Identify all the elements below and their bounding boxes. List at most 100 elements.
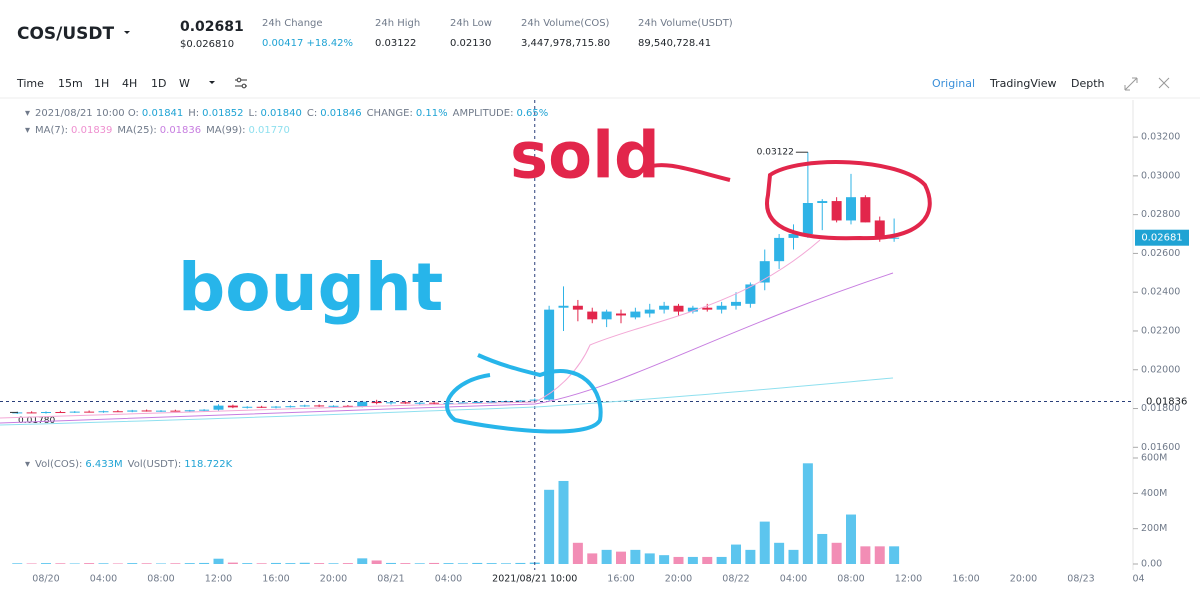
legend-value: 6.433M (85, 459, 122, 470)
volume-bar (687, 556, 698, 564)
candle-body (357, 401, 368, 407)
interval[interactable]: W (179, 77, 190, 90)
candle-body (242, 406, 253, 408)
volume-bar (501, 563, 511, 564)
views: Original TradingView Depth (932, 77, 1105, 90)
volume-bar (874, 546, 885, 564)
legend-value: 0.01840 (260, 108, 301, 119)
candle-body (386, 402, 396, 404)
time-label: 20:00 (665, 574, 692, 585)
more-caret[interactable] (209, 81, 215, 84)
pair[interactable]: COS/USDT (17, 24, 115, 44)
volume-bar (386, 562, 396, 564)
legend-label: MA(25): (117, 125, 156, 136)
candle-body (860, 197, 871, 223)
ohlc-legend: ▾ 2021/08/21 10:00 O: 0.01841 H: 0.01852 L: 0.… (25, 108, 548, 119)
legend-value: 0.01852 (202, 108, 243, 119)
candle-body (486, 401, 497, 403)
volume-bar (41, 563, 51, 564)
volume-bar (860, 546, 871, 564)
price-tick-label: 0.03000 (1141, 170, 1180, 181)
time-label: 08:00 (837, 574, 864, 585)
candle-body (141, 410, 152, 412)
time-label: 08/21 (377, 574, 404, 585)
stat-value: 89,540,728.41 (638, 38, 711, 49)
candle-body (156, 410, 166, 412)
volume-bar (227, 562, 238, 564)
candle-body (400, 402, 411, 404)
price-tick-label: 0.02800 (1141, 209, 1180, 220)
stat-value: 0.02130 (450, 38, 491, 49)
price-tick-label: 0.03200 (1141, 132, 1180, 143)
sold-squiggle (644, 163, 731, 182)
volume-bar (544, 489, 555, 564)
volume-bar (271, 562, 281, 564)
current-price-tag (1135, 229, 1189, 246)
volume-bar (630, 549, 641, 564)
legend-value: 0.01836 (160, 125, 201, 136)
candle-body (572, 305, 583, 310)
view-tab[interactable]: Depth (1071, 77, 1105, 90)
volume-bar (141, 563, 152, 564)
volume-bar (601, 549, 612, 564)
candle-body (271, 406, 281, 408)
legend-label: CHANGE: (367, 108, 413, 119)
settings-icon[interactable] (235, 77, 247, 89)
sold-note: sold (510, 120, 660, 194)
interval[interactable]: 4H (122, 77, 137, 90)
candle-body (213, 405, 224, 410)
time-label: 16:00 (607, 574, 634, 585)
volume-bar (371, 560, 382, 564)
legend-label: MA(7): (35, 125, 68, 136)
interval[interactable]: 15m (58, 77, 83, 90)
candle-body (831, 201, 842, 221)
volume-bar (357, 558, 368, 564)
price-usd: $0.026810 (180, 39, 234, 50)
crosshair-time: 2021/08/21 10:00 (492, 574, 577, 585)
interval[interactable]: 1H (94, 77, 109, 90)
volume-bar (702, 556, 713, 564)
current-price-label: 0.02681 (1141, 233, 1182, 244)
candle-body (587, 311, 598, 320)
candle-body (874, 220, 885, 238)
candle-body (69, 411, 80, 413)
legend-label: Vol(USDT): (128, 459, 182, 470)
volume-bar (213, 558, 224, 564)
legend-label: MA(99): (206, 125, 245, 136)
candle-body (889, 237, 900, 239)
candle-body (457, 402, 468, 404)
view-tab[interactable]: TradingView (989, 77, 1056, 90)
candle-body (285, 406, 296, 408)
time-label: 12:00 (205, 574, 232, 585)
candle-body (802, 203, 813, 235)
low-label: 0.01780 (18, 416, 55, 426)
legend-label: C: (307, 108, 317, 119)
ma7-line (0, 239, 821, 419)
view-tab[interactable]: Original (932, 77, 975, 90)
close-icon[interactable] (1158, 77, 1170, 89)
time-label: 08:00 (147, 574, 174, 585)
interval[interactable]: 1D (151, 77, 166, 90)
time-label: 04 (1132, 574, 1144, 585)
volume-bar (256, 563, 267, 564)
pair-caret[interactable] (124, 31, 130, 34)
legend-value: 118.722K (184, 459, 232, 470)
candle-body (515, 400, 526, 402)
candle-body (745, 284, 756, 304)
volume-bar (889, 546, 900, 564)
volume-bar (112, 563, 123, 564)
volume-bar (184, 563, 195, 564)
time-label: 08/23 (1067, 574, 1094, 585)
volume-bar (644, 553, 655, 564)
legend-label: H: (188, 108, 199, 119)
candle-body (731, 301, 741, 306)
time-label: 04:00 (780, 574, 807, 585)
expand-icon[interactable] (1124, 77, 1138, 91)
volume-bar (84, 563, 95, 564)
candle-body (817, 201, 828, 204)
stat-label: 24h Low (450, 18, 492, 29)
legend-value: 0.01841 (142, 108, 183, 119)
volume-bar (572, 542, 583, 564)
intervals: Time 15m 1H 4H 1D W (16, 77, 190, 90)
candle-body (342, 405, 353, 407)
